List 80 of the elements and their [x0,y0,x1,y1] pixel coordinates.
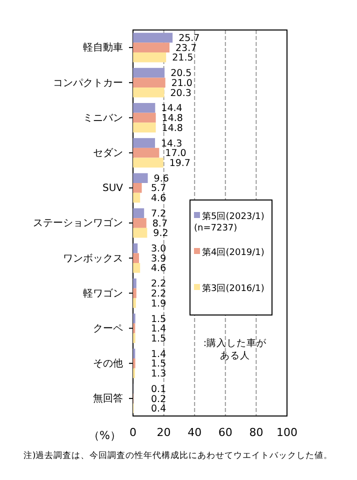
y-tick-label: SUV [102,183,124,194]
legend-label: 第4回(2019/1) [202,247,264,258]
bar [133,228,148,238]
data-label: 14.8 [162,122,183,134]
data-label: 9.6 [154,173,169,184]
data-label: 21.0 [171,78,192,89]
x-tick-label: 100 [276,426,298,439]
data-label: 1.5 [151,314,166,325]
bar [133,182,142,193]
bar [133,263,140,273]
x-tick-label: 40 [188,426,202,439]
bar [133,78,166,88]
data-label: 14.8 [162,113,183,124]
data-label: 5.7 [151,183,166,194]
y-tick-label: コンパクトカー [53,78,123,89]
bar [133,88,164,98]
bar [133,288,136,298]
data-label: 0.2 [151,394,166,405]
bar [133,243,138,254]
bar [133,148,160,158]
y-tick-label: クーペ [93,323,123,334]
x-tick-label: 20 [156,426,171,439]
bar [133,32,173,43]
bar [133,192,140,203]
data-label: 3.0 [151,244,166,255]
bar [133,102,156,113]
data-label: 1.5 [151,333,166,344]
data-label: 23.7 [176,42,197,54]
y-tick-label: その他 [93,358,123,370]
data-label: 4.6 [151,263,166,274]
data-label: 20.3 [170,88,192,99]
data-label: 1.5 [151,358,166,370]
bar [133,253,140,264]
data-label: 25.7 [178,33,200,44]
legend-label: 第3回(2016/1) [202,283,264,294]
data-label: 1.9 [151,298,166,310]
bar [133,278,136,288]
text: 注)過去調査は、今回調査の性年代構成比にあわせてウエイトバックした値。 [23,450,333,461]
data-label: 7.2 [151,208,166,220]
data-label: 1.3 [151,368,166,380]
bar [133,158,164,168]
data-label: 21.5 [172,52,194,64]
data-label: 19.7 [169,158,190,169]
data-label: 20.5 [170,68,192,80]
x-tick-label: 60 [218,426,232,439]
data-label: 2.2 [151,278,166,290]
bar [133,52,166,62]
bar [133,173,148,183]
y-tick-label: 軽ワゴン [83,287,123,300]
x-tick-label: 80 [249,426,264,439]
data-label: 0.4 [151,404,166,415]
data-label: 3.9 [151,253,166,264]
y-tick-label: ミニバン [83,112,123,124]
data-label: 17.0 [165,148,186,160]
x-axis-title: （%） [88,429,121,442]
bar [133,208,144,218]
data-label: 0.1 [151,384,166,395]
data-label: 14.3 [161,138,182,150]
data-label: 2.2 [151,288,166,300]
bar [133,112,156,123]
bar [133,218,146,228]
annotation: :購入した車がある人 [203,337,268,362]
data-label: 1.4 [151,348,166,360]
y-tick-label: ステーションワゴン [33,217,123,230]
bar [133,298,136,308]
y-tick-label: セダン [93,147,123,160]
data-label: 8.7 [152,218,168,230]
bar [133,68,165,78]
bar [133,42,170,52]
bar [133,122,156,132]
data-label: 1.4 [151,324,166,335]
x-tick-label: 0 [130,426,136,439]
legend-label: 第5回(2023/1) (n=7237) [194,211,264,234]
data-label: 14.4 [161,103,182,114]
data-label: 4.6 [151,193,166,204]
bar [133,138,156,148]
y-tick-label: ワンボックス [63,253,123,264]
data-label: 9.2 [153,228,168,240]
y-tick-label: 無回答 [93,392,123,405]
y-tick-label: 軽自動車 [83,42,123,54]
